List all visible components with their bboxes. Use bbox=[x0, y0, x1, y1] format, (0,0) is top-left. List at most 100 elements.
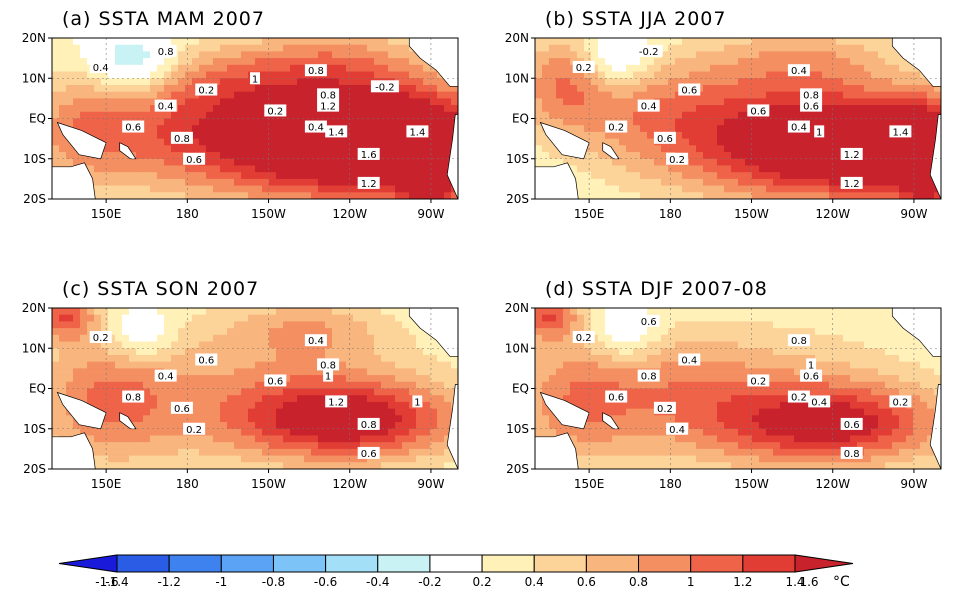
lon-label: 90W bbox=[417, 207, 444, 221]
colorbar-swatch bbox=[481, 554, 535, 573]
contour-label: 1.2 bbox=[361, 179, 377, 190]
lat-label: 20S bbox=[23, 462, 46, 476]
panel-title: (c) SSTA SON 2007 bbox=[62, 278, 260, 300]
contour-label: 0.2 bbox=[608, 123, 624, 134]
lat-label: 20S bbox=[23, 192, 46, 206]
lon-label: 150E bbox=[574, 207, 605, 221]
colorbar-tick: -1.4 bbox=[105, 575, 128, 589]
colorbar-arrow-left bbox=[58, 554, 118, 573]
lat-label: 20S bbox=[506, 462, 529, 476]
contour-label: 1 bbox=[414, 397, 420, 408]
contour-label: 1 bbox=[325, 372, 331, 383]
colorbar-svg: -1.6-1.4 -1.2 -1 -0.8 -0.6 -0.4 -0.2 0.2 0.4 0.6 0… bbox=[58, 554, 854, 590]
colorbar-swatch bbox=[690, 554, 744, 573]
lat-label: 20N bbox=[505, 31, 529, 45]
contour-label: 0.6 bbox=[803, 372, 819, 383]
colorbar-swatch bbox=[585, 554, 640, 573]
panel-jja-2007: (b) SSTA JJA 2007 20N 10N EQ 10S 20S 150E 180 15… bbox=[483, 0, 953, 225]
contour-label: 1.2 bbox=[328, 397, 344, 408]
contour-label: 0.8 bbox=[320, 90, 336, 101]
lat-label: 20S bbox=[506, 192, 529, 206]
contour-label: 0.6 bbox=[174, 404, 190, 415]
colorbar-tick: -0.8 bbox=[262, 575, 285, 589]
lat-label: 10S bbox=[506, 152, 529, 166]
colorbar-swatch bbox=[168, 554, 222, 573]
contour-label: 1.4 bbox=[409, 127, 425, 138]
lat-label: 10S bbox=[23, 422, 46, 436]
contour-label: 0.6 bbox=[657, 134, 673, 145]
panel-title: (b) SSTA JJA 2007 bbox=[545, 8, 727, 30]
contour-label: 0.8 bbox=[641, 372, 657, 383]
contour-label: 1.6 bbox=[361, 150, 377, 161]
colorbar-unit: °C bbox=[833, 574, 850, 590]
lon-label: 90W bbox=[417, 477, 444, 491]
lon-label: 180 bbox=[659, 207, 682, 221]
colorbar-tick: 1.2 bbox=[733, 575, 752, 589]
contour-label: 0.6 bbox=[608, 393, 624, 404]
lon-label: 180 bbox=[176, 477, 199, 491]
lon-label: 150W bbox=[734, 207, 769, 221]
contour-label: 1 bbox=[808, 360, 814, 371]
lat-label: 10N bbox=[505, 341, 529, 355]
contour-label: 0.2 bbox=[186, 425, 202, 436]
contour-label: 0.6 bbox=[803, 102, 819, 113]
lon-label: 150W bbox=[251, 477, 286, 491]
contour-label: 0.4 bbox=[308, 123, 324, 134]
contour-label: 0.8 bbox=[844, 449, 860, 460]
contour-label: 0.2 bbox=[576, 63, 592, 74]
contour-label: 0.4 bbox=[158, 102, 174, 113]
contour-label: 0.4 bbox=[308, 336, 324, 347]
lon-label: 120W bbox=[332, 207, 367, 221]
colorbar-tick: 0.8 bbox=[629, 575, 648, 589]
contour-label: 0.8 bbox=[361, 420, 377, 431]
lat-label: 10N bbox=[22, 341, 46, 355]
panel-title: (d) SSTA DJF 2007-08 bbox=[545, 278, 768, 300]
contour-label: 0.6 bbox=[641, 317, 657, 328]
lon-label: 150E bbox=[574, 477, 605, 491]
lon-label: 150W bbox=[251, 207, 286, 221]
contour-label: 0.2 bbox=[791, 393, 807, 404]
contour-label: 0.2 bbox=[93, 333, 109, 344]
lat-label: EQ bbox=[512, 112, 529, 126]
contour-label: 1.2 bbox=[844, 179, 860, 190]
lat-label: 20N bbox=[22, 301, 46, 315]
contour-label: 0.8 bbox=[308, 66, 324, 77]
colorbar-tick: 0.6 bbox=[577, 575, 596, 589]
lon-label: 150E bbox=[91, 477, 122, 491]
contour-label: 0.4 bbox=[641, 102, 657, 113]
panel-title: (a) SSTA MAM 2007 bbox=[62, 8, 265, 30]
contour-label: 1.4 bbox=[892, 127, 908, 138]
colorbar-swatch bbox=[272, 554, 327, 573]
contour-label: 1 bbox=[816, 127, 822, 138]
colorbar-tick: 1 bbox=[687, 575, 695, 589]
contour-label: 0.8 bbox=[125, 393, 141, 404]
contour-label: 0.8 bbox=[791, 336, 807, 347]
contour-label: 0.6 bbox=[267, 376, 283, 387]
colorbar-tick: -0.2 bbox=[418, 575, 441, 589]
colorbar-tick: 0.4 bbox=[525, 575, 544, 589]
contour-label: 0.4 bbox=[791, 66, 807, 77]
colorbar-tick: -1.6 bbox=[95, 575, 118, 589]
lon-label: 120W bbox=[815, 207, 850, 221]
colorbar-swatch bbox=[638, 554, 692, 573]
colorbar-swatch bbox=[220, 554, 274, 573]
lat-label: EQ bbox=[512, 382, 529, 396]
contour-label: 0.4 bbox=[681, 356, 697, 367]
map-plot: 20N 10N EQ 10S 20S 150E 180 150W 120W 90W 0.2 0.6 0.… bbox=[22, 301, 459, 491]
colorbar-arrow-right bbox=[794, 554, 854, 573]
lat-label: EQ bbox=[29, 112, 46, 126]
lat-label: EQ bbox=[29, 382, 46, 396]
lon-label: 180 bbox=[176, 207, 199, 221]
lon-label: 150E bbox=[91, 207, 122, 221]
colorbar-swatch bbox=[533, 554, 587, 573]
map-plot: 20N 10N EQ 10S 20S 150E 180 150W 120W 90W 0.4 0.2 0.… bbox=[22, 31, 459, 221]
contour-label: 0.4 bbox=[811, 397, 827, 408]
contour-label: 0.6 bbox=[186, 155, 202, 166]
colorbar-swatch bbox=[429, 554, 483, 573]
contour-label: 0.4 bbox=[791, 123, 807, 134]
panel-mam-2007: (a) SSTA MAM 2007 20N 10N EQ 10S 20S 150E 180 15… bbox=[0, 0, 470, 225]
map-plot: 20N 10N EQ 10S 20S 150E 180 150W 120W 90W 0.2 0.4 0.… bbox=[505, 301, 942, 491]
contour-label: 0.2 bbox=[267, 106, 283, 117]
contour-label: 0.8 bbox=[803, 90, 819, 101]
lat-label: 20N bbox=[505, 301, 529, 315]
